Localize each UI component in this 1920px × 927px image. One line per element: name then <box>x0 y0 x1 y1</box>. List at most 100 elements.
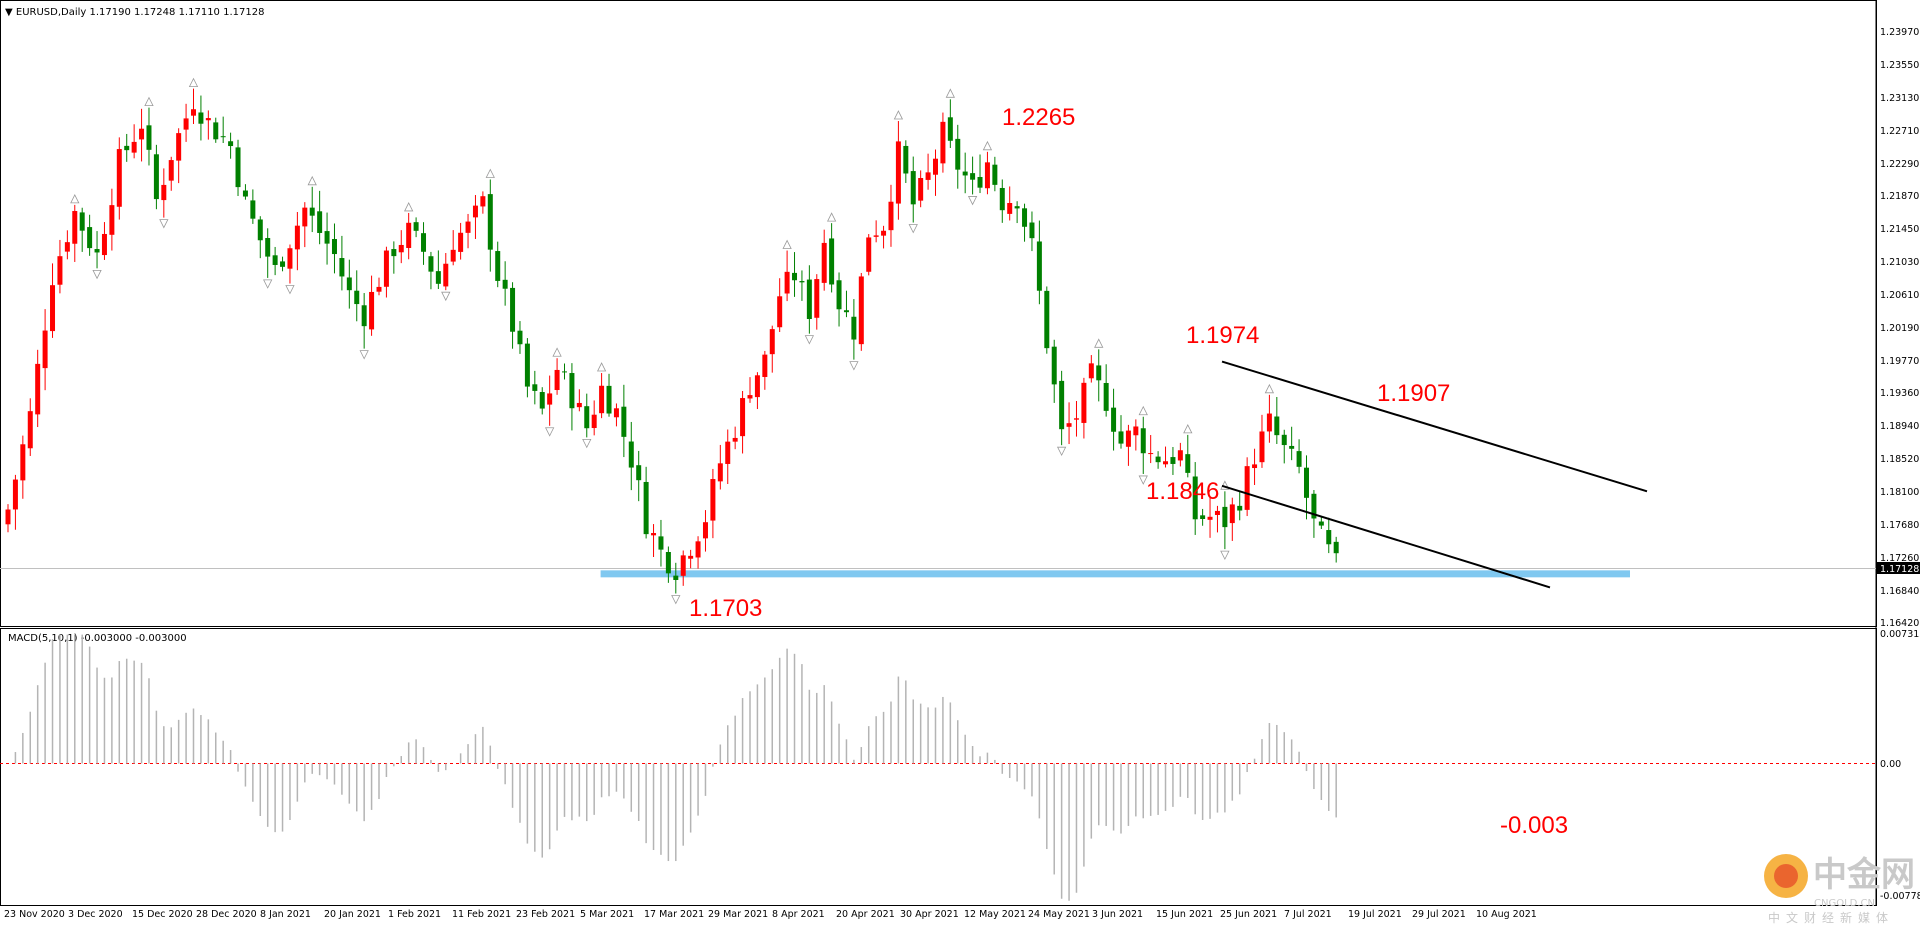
candle-body <box>35 363 41 415</box>
candle <box>569 363 575 431</box>
candle <box>702 510 708 552</box>
candle <box>1007 186 1013 221</box>
candle <box>79 207 85 252</box>
candle-body <box>472 205 478 218</box>
candle <box>1207 498 1213 538</box>
candle <box>1111 388 1117 451</box>
candle <box>220 116 226 144</box>
candle-body <box>124 145 130 151</box>
candle <box>1289 426 1295 461</box>
candle-body <box>710 479 716 521</box>
candle-body <box>539 392 545 409</box>
candle <box>302 202 308 248</box>
y-tick-label: 1.21450 <box>1880 224 1919 235</box>
fractal-markers <box>70 77 1275 605</box>
candle <box>383 246 389 298</box>
x-tick-label: 15 Dec 2020 <box>132 909 193 920</box>
candle <box>1252 448 1258 486</box>
candle-body <box>547 393 553 405</box>
candle-body <box>1007 202 1013 214</box>
candle <box>450 230 456 266</box>
y-tick-label: 1.21870 <box>1880 191 1919 202</box>
candle <box>265 228 271 278</box>
candle-body <box>435 271 441 284</box>
candle-body <box>361 305 367 327</box>
candle-body <box>599 385 605 414</box>
fractal-down-icon <box>849 361 859 371</box>
candle <box>524 338 530 398</box>
candle-body <box>495 251 501 281</box>
candle-body <box>636 465 642 481</box>
candle <box>888 184 894 247</box>
x-tick-label: 20 Jan 2021 <box>324 909 381 920</box>
candle <box>257 216 263 259</box>
candle-body <box>450 249 456 262</box>
candle <box>895 121 901 220</box>
channel-upper-line <box>1221 360 1648 493</box>
fractal-up-icon <box>596 362 607 372</box>
candle <box>324 212 330 265</box>
candle-body <box>1022 208 1028 227</box>
candle-body <box>881 230 887 236</box>
candle-body <box>1274 416 1280 436</box>
candle-body <box>829 238 835 285</box>
candle <box>999 179 1005 223</box>
descending-channel <box>1221 360 1648 589</box>
candle <box>398 230 404 264</box>
candle-body <box>1044 290 1050 349</box>
annotation-1-1846: 1.1846 <box>1146 478 1219 505</box>
candle-body <box>87 227 93 249</box>
candle <box>673 562 679 594</box>
candle-body <box>918 178 924 201</box>
candle <box>918 170 924 208</box>
candle <box>153 144 159 210</box>
y-tick-label: 1.20190 <box>1880 323 1919 334</box>
candle-body <box>732 437 738 442</box>
price-annotations: 1.2265 1.1974 1.1907 1.1846 1.1703 -0.00… <box>689 104 1568 839</box>
y-tick-label: 1.18940 <box>1880 421 1919 432</box>
candle <box>213 117 219 143</box>
candle-body <box>235 147 241 188</box>
candle-body <box>1036 241 1042 291</box>
candle-body <box>821 242 827 283</box>
candle <box>777 278 783 332</box>
candle <box>139 108 145 162</box>
candlestick-series <box>5 88 1339 594</box>
watermark-tagline: 中文财经新媒体 <box>1768 910 1894 925</box>
candle-body <box>688 555 694 559</box>
candle-body <box>725 441 731 464</box>
candle-body <box>1229 504 1235 524</box>
candle <box>235 139 241 197</box>
candle <box>35 349 41 428</box>
candle <box>881 225 887 249</box>
candle-body <box>576 402 582 408</box>
candle-body <box>799 281 805 283</box>
candle-body <box>161 184 167 201</box>
candle <box>688 549 694 569</box>
candle <box>843 290 849 318</box>
candle <box>717 444 723 490</box>
candle-body <box>1281 434 1287 446</box>
candle-body <box>1244 466 1250 510</box>
candle-body <box>72 211 78 244</box>
candle <box>421 222 427 265</box>
annotation-1-1907: 1.1907 <box>1377 380 1450 407</box>
candle <box>116 137 122 220</box>
candle <box>502 261 508 306</box>
candle <box>740 390 746 454</box>
candle <box>1281 429 1287 464</box>
fractal-down-icon <box>285 285 295 295</box>
candle <box>599 373 605 419</box>
candle <box>1237 491 1243 521</box>
annotation-low-1-1703: 1.1703 <box>689 595 762 622</box>
candle <box>101 222 107 260</box>
candle-body <box>784 271 790 294</box>
fractal-down-icon <box>1220 550 1230 561</box>
x-tick-label: 8 Apr 2021 <box>772 909 825 920</box>
x-tick-label: 15 Jun 2021 <box>1156 909 1213 920</box>
candle <box>228 132 234 159</box>
candle <box>1155 451 1161 469</box>
x-tick-label: 23 Feb 2021 <box>516 909 575 920</box>
annotation-macd-value: -0.003 <box>1500 812 1568 839</box>
candle <box>1229 497 1235 541</box>
